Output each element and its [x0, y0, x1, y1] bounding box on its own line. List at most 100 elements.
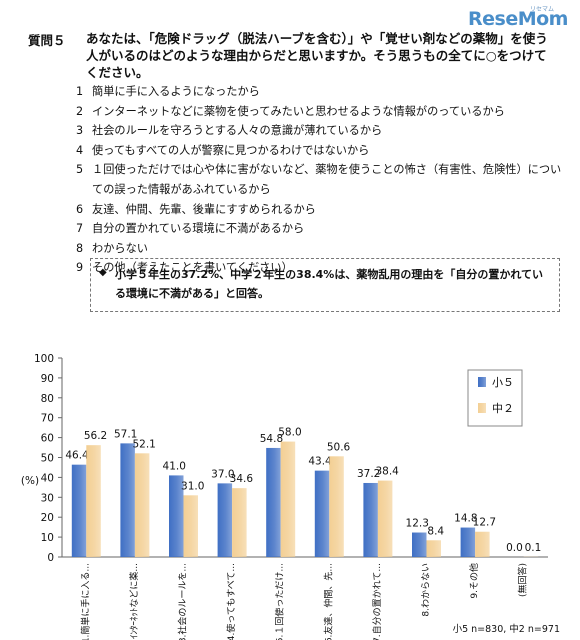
bar-junior-high [377, 480, 393, 557]
y-tick-label: 10 [41, 532, 54, 544]
y-tick-label: 20 [41, 512, 54, 524]
category-label: 1.簡単に手に入る... [79, 563, 91, 640]
option-item: 5 １回使っただけでは心や体に害がないなど、薬物を使うことの怖さ（有害性、危険性）… [76, 160, 566, 199]
bar-junior-high [86, 445, 101, 557]
option-number: 2 [76, 104, 84, 118]
option-text: インターネットなどに薬物を使ってみたいと思わせるような情報がのっているから [92, 104, 505, 118]
data-label: 8.4 [427, 525, 444, 537]
bar-elementary [71, 464, 87, 557]
y-axis-label: (%) [21, 475, 39, 487]
summary-bullet: ◆ [99, 267, 107, 278]
category-label: 2.ｲﾝﾀｰﾈｯﾄなどに薬... [128, 563, 140, 640]
data-label: 0.1 [525, 542, 542, 554]
data-label: 41.0 [163, 460, 186, 472]
resemom-logo: ReseMom [468, 8, 568, 30]
category-label: 6.友達、仲間、先... [322, 563, 334, 640]
data-label: 43.4 [308, 456, 332, 468]
category-label: 9.その他 [468, 563, 480, 599]
category-label: 7.自分の置かれて... [371, 563, 383, 640]
bar-junior-high [329, 456, 344, 557]
y-tick-label: 70 [41, 413, 54, 425]
y-tick-label: 40 [41, 472, 54, 484]
bar-junior-high [183, 495, 198, 557]
category-label: 5.１回使っただけ... [274, 563, 286, 640]
option-number: 5 [76, 163, 84, 177]
option-item: 7 自分の置かれている環境に不満があるから [76, 219, 566, 239]
category-label: (無回答) [517, 563, 529, 597]
data-label: 12.7 [473, 517, 496, 529]
data-label: 54.8 [260, 433, 283, 445]
legend-swatch [478, 377, 486, 387]
data-label: 52.1 [132, 438, 155, 450]
bar-elementary [120, 443, 135, 557]
data-label: 37.2 [357, 468, 380, 480]
legend-box [467, 369, 523, 427]
option-number: 6 [76, 202, 84, 216]
option-number: 3 [76, 124, 84, 138]
data-label: 57.1 [114, 428, 137, 440]
option-number: 9 [76, 261, 84, 275]
option-item: 8 わからない [76, 239, 566, 259]
data-label: 14.8 [454, 513, 477, 525]
option-text: 友達、仲間、先輩、後輩にすすめられるから [92, 202, 316, 216]
option-text: 簡単に手に入るようになったから [92, 85, 260, 98]
bar-elementary [412, 532, 427, 557]
option-number: 1 [76, 85, 84, 98]
option-list: 1 簡単に手に入るようになったから 2 インターネットなどに薬物を使ってみたいと思わせ… [76, 82, 566, 278]
legend-label: 中２ [492, 402, 514, 415]
bar-elementary [460, 527, 476, 557]
bar-elementary [363, 482, 378, 557]
bar-junior-high [134, 453, 150, 557]
bar-junior-high [475, 531, 490, 557]
summary-text: 小学５年生の37.2%、中学２年生の38.4%は、薬物乱用の理由を「自分の置かれ… [115, 268, 543, 300]
y-tick-label: 100 [34, 353, 54, 365]
option-number: 8 [76, 241, 84, 255]
bar-junior-high [280, 441, 296, 557]
y-tick-label: 80 [41, 393, 54, 405]
data-label: 58.0 [278, 427, 301, 439]
data-label: 31.0 [181, 480, 204, 492]
option-item: 2 インターネットなどに薬物を使ってみたいと思わせるような情報がのっているから [76, 102, 566, 122]
bar-elementary [266, 447, 281, 557]
option-number: 7 [76, 222, 84, 236]
legend-label: 小５ [492, 376, 514, 389]
sample-size-note: 小5 n=830, 中2 n=971 [453, 623, 560, 635]
bar-elementary [169, 475, 184, 557]
y-tick-label: 90 [41, 373, 54, 385]
bar-junior-high [426, 540, 441, 557]
option-text: 社会のルールを守ろうとする人々の意識が薄れているから [92, 124, 383, 138]
data-label: 56.2 [84, 430, 107, 442]
option-item: 9 その他（考えたことを書いてください） [76, 258, 566, 278]
category-label: 3.社会のルールを... [177, 563, 189, 640]
option-text: 自分の置かれている環境に不満があるから [92, 222, 305, 236]
bar-junior-high [232, 488, 247, 557]
y-tick-label: 60 [41, 433, 54, 445]
option-text: わからない [92, 241, 148, 255]
y-tick-label: 50 [41, 453, 54, 465]
summary-box: ◆ 小学５年生の37.2%、中学２年生の38.4%は、薬物乱用の理由を「自分の置… [90, 258, 560, 312]
category-label: 4.使ってもすべて... [225, 563, 237, 640]
bar-elementary [217, 483, 233, 557]
data-label: 50.6 [327, 441, 351, 453]
question-text: あなたは、「危険ドラッグ（脱法ハーブを含む）」や「覚せい剤などの薬物」を使う人が… [86, 31, 548, 80]
data-label: 34.6 [230, 473, 254, 485]
option-text: 使ってもすべての人が警察に見つかるわけではないから [92, 143, 370, 157]
legend-swatch [478, 403, 486, 413]
resemom-logo-sub: リセマム [530, 6, 555, 13]
bar-elementary [314, 470, 330, 557]
option-item: 6 友達、仲間、先輩、後輩にすすめられるから [76, 200, 566, 220]
y-tick-label: 0 [47, 552, 54, 564]
data-label: 12.3 [406, 518, 429, 530]
data-label: 38.4 [375, 466, 399, 478]
data-label: 0.0 [506, 542, 523, 554]
option-item: 4 使ってもすべての人が警察に見つかるわけではないから [76, 141, 566, 161]
category-label: 8.わからない [421, 563, 432, 617]
option-text: １回使っただけでは心や体に害がないなど、薬物を使うことの怖さ（有害性、危険性）に… [92, 163, 562, 196]
y-tick-label: 30 [41, 492, 54, 504]
option-item: 1 簡単に手に入るようになったから [76, 82, 566, 102]
data-label: 46.4 [65, 450, 89, 462]
data-label: 37.0 [211, 468, 234, 480]
option-text: その他（考えたことを書いてください） [92, 261, 293, 275]
question-number: 質問５ [28, 33, 66, 48]
